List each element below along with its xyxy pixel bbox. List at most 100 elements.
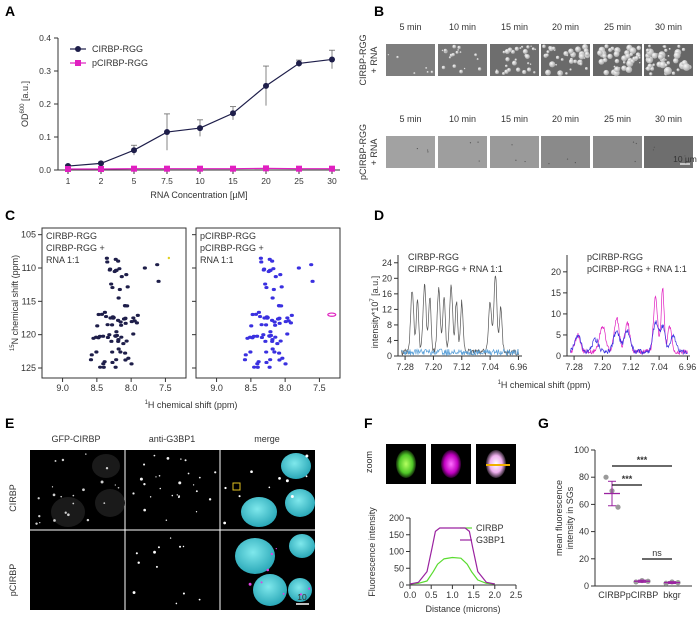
a-legend-label-prgg: pCIRBP-RGG	[92, 58, 148, 68]
e-granule	[60, 495, 63, 498]
g-data-point	[603, 474, 609, 480]
a-legend-label-rgg: CIRBP-RGG	[92, 44, 143, 54]
e-granule	[308, 587, 311, 590]
b-time-label: 25 min	[604, 22, 631, 32]
b-speck	[416, 147, 418, 150]
c-left-peak	[117, 267, 122, 271]
b-speck	[524, 160, 526, 163]
c-right-peak	[259, 323, 264, 327]
c-right-peak	[280, 356, 285, 360]
b-droplet	[636, 45, 642, 51]
panel-letter-c: C	[5, 207, 15, 223]
c-right-peak	[271, 287, 276, 292]
a-point-rgg	[197, 125, 203, 132]
b-scale-label: 10 µm	[673, 154, 697, 164]
e-granule	[198, 476, 201, 479]
b-time-label: 15 min	[501, 22, 528, 32]
c-left-peak	[135, 313, 140, 317]
c-right-peak	[279, 285, 284, 289]
b-droplet	[546, 50, 550, 54]
c-left-peak	[99, 312, 105, 316]
b-droplet	[638, 56, 641, 59]
b-droplet	[665, 59, 667, 61]
panel-letter-e: E	[5, 415, 14, 431]
e-granule	[143, 508, 146, 512]
c-left-legend-1: CIRBP-RGG	[46, 231, 97, 241]
a-x-tick-label: 2	[99, 176, 104, 186]
e-granule	[159, 487, 162, 490]
a-point-prgg	[197, 165, 203, 172]
c-left-peak	[101, 334, 106, 338]
b-droplet	[673, 57, 679, 64]
c-left-peak	[98, 365, 103, 369]
e-granule	[290, 495, 294, 499]
b-droplet	[477, 67, 482, 71]
b-droplet	[568, 48, 574, 54]
b-droplet	[525, 54, 530, 59]
c-left-peak	[123, 358, 128, 362]
c-right-peak	[275, 341, 280, 346]
b-micrograph	[644, 136, 693, 168]
b-droplet	[531, 47, 535, 51]
b-droplet	[534, 48, 537, 51]
c-left-peak	[116, 296, 121, 300]
e-granule	[39, 521, 41, 524]
c-left-peak	[97, 334, 102, 338]
b-droplet	[514, 58, 517, 61]
c-left-legend-3: RNA 1:1	[46, 255, 80, 265]
b-droplet	[551, 46, 556, 51]
b-droplet	[663, 45, 667, 49]
a-x-tick-label: 1	[66, 176, 71, 186]
b-micrograph	[386, 44, 435, 76]
d-x-tick-label: 7.04	[481, 362, 499, 372]
c-right-legend-1: pCIRBP-RGG	[200, 231, 256, 241]
b-droplet	[476, 58, 479, 61]
b-droplet	[519, 47, 522, 50]
f-x-tick-label: 1.0	[446, 590, 459, 600]
b-droplet	[645, 66, 651, 71]
e-granule	[278, 477, 281, 480]
c-left-peak	[105, 260, 110, 264]
b-time-label: 20 min	[552, 22, 579, 32]
b-speck	[653, 146, 655, 148]
b-droplet	[677, 44, 681, 48]
e-granule	[117, 486, 120, 489]
b-row-label: pCIRBP-RGG	[358, 124, 368, 180]
c-left-peak	[131, 332, 136, 336]
e-zoom-box	[232, 482, 241, 491]
d-left-legend-2: CIRBP-RGG + RNA 1:1	[408, 264, 503, 274]
b-droplet	[597, 50, 603, 56]
panel-letter-g: G	[538, 415, 549, 431]
b-speck	[566, 158, 569, 160]
e-granule	[171, 494, 174, 497]
c-right-peak	[264, 350, 269, 354]
panel-c-nmr-spectra: 15N chemical shift (ppm) 1H chemical shi…	[10, 227, 341, 410]
e-granule	[86, 518, 90, 522]
panel-letter-a: A	[5, 3, 15, 19]
b-droplet	[579, 62, 583, 66]
f-zoom-label: zoom	[364, 451, 374, 473]
c-right-peak	[263, 339, 268, 343]
c-left-peak	[96, 312, 101, 317]
b-row-label: CIRBP-RGG	[358, 34, 368, 85]
c-right-peak	[259, 335, 265, 340]
e-granule	[176, 494, 178, 496]
b-droplet	[648, 44, 651, 48]
b-droplet	[682, 63, 691, 71]
b-droplet	[666, 61, 671, 65]
c-left-peak	[105, 335, 111, 340]
c-right-peak	[264, 285, 269, 290]
d-x-tick-label: 7.12	[453, 362, 471, 372]
d-x-tick-label: 7.20	[425, 362, 443, 372]
f-zoom-granule	[441, 450, 461, 478]
panel-letter-d: D	[374, 207, 384, 223]
b-time-label: 15 min	[501, 114, 528, 124]
b-droplet	[425, 67, 428, 69]
e-granule	[53, 519, 56, 522]
b-droplet	[659, 61, 667, 69]
b-speck	[632, 141, 635, 143]
c-right-peak	[264, 360, 269, 365]
e-nucleus	[289, 534, 315, 558]
c-left-peak	[110, 315, 116, 319]
c-right-peak	[252, 365, 257, 369]
